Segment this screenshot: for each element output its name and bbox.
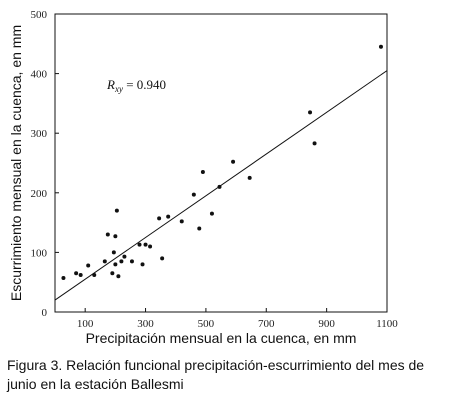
data-point [157,216,162,221]
data-point [116,274,121,279]
data-point [113,262,118,267]
data-point [110,271,115,276]
data-point [114,208,119,213]
data-point [78,273,83,278]
data-point [209,211,214,216]
x-tick-label: 100 [77,318,94,330]
data-point [308,110,313,115]
y-tick-label: 400 [31,69,48,81]
y-tick-label: 200 [31,188,48,200]
y-axis: 0 100 200 300 400 500 [31,9,59,319]
data-point [102,259,107,264]
data-point [86,263,91,268]
annotation-value: = 0.940 [123,77,166,92]
x-axis-title: Precipitación mensual en la cuenca, en m… [86,330,357,346]
y-tick-label: 500 [31,9,48,21]
scatter-chart: 0 100 200 300 400 500 100 300 500 700 900 1100 Rxy… [8,9,398,346]
regression-line [54,70,388,301]
y-tick-label: 300 [31,128,48,140]
x-tick-label: 700 [258,318,275,330]
data-point [61,276,66,281]
data-point [74,271,79,276]
data-point [160,256,165,261]
data-point [92,273,97,278]
data-point [378,44,383,49]
y-axis-title: Escurrimiento mensual en la cuenca, en m… [8,25,24,301]
data-point [111,250,116,255]
x-tick-label: 500 [198,318,215,330]
data-point [129,259,134,264]
x-tick-label: 900 [318,318,335,330]
data-point [122,254,127,259]
data-point [179,219,184,224]
data-point [231,159,236,164]
x-tick-label: 300 [137,318,154,330]
data-point [105,232,110,237]
data-point [143,242,148,247]
data-point [191,192,196,197]
figure-caption: Figura 3. Relación funcional precipitaci… [7,357,425,392]
data-point [140,262,145,267]
y-tick-label: 100 [31,247,48,259]
correlation-annotation: Rxy = 0.940 [106,77,166,94]
x-tick-label: 1100 [376,318,398,330]
data-point [119,259,124,264]
x-axis: 100 300 500 700 900 1100 [77,308,398,330]
data-point [197,226,202,231]
data-point [113,234,118,239]
data-point [217,184,222,189]
data-point [312,141,317,146]
plot-frame [54,13,388,313]
data-point [166,214,171,219]
data-point [247,175,252,180]
annotation-main: R [106,77,115,92]
data-point [137,242,142,247]
data-point [148,244,153,249]
data-points [61,44,383,281]
annotation-sub: xy [114,84,123,94]
data-point [200,169,205,174]
y-tick-label: 0 [42,307,48,319]
